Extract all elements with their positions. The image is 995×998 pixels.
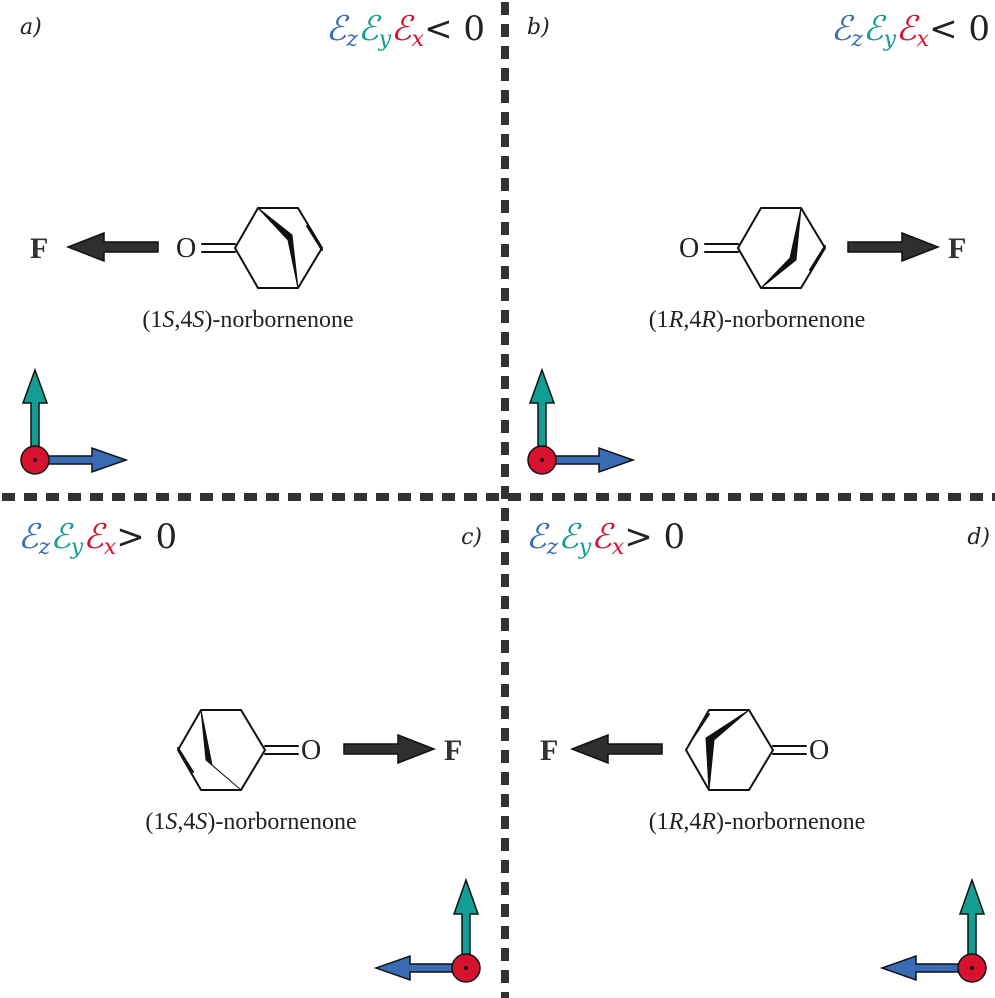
bridge-wedge — [200, 709, 242, 791]
axis-triad — [527, 367, 636, 475]
molecule-name: (1R,4R)-norbornenone — [649, 809, 866, 835]
axis-triad — [20, 367, 129, 475]
y-axis-arrow — [958, 877, 986, 964]
y-axis-arrow — [528, 367, 556, 456]
force-arrow — [847, 231, 941, 263]
panel-c: ℰzℰyℰx> 0 c) O F (1S,4S)-norbornenone — [18, 517, 482, 983]
condition-label: ℰzℰyℰx> 0 — [526, 517, 685, 560]
force-arrow — [343, 733, 437, 765]
panel-b: b) ℰzℰyℰx< 0 O F (1R,4R)-norbornenone — [527, 9, 990, 475]
y-axis-arrow — [452, 877, 480, 964]
panel-label: b) — [527, 15, 550, 40]
oxygen-atom: O — [809, 735, 829, 766]
condition-label: ℰzℰyℰx< 0 — [831, 9, 990, 52]
y-axis-arrow — [21, 367, 49, 456]
force-label: F — [948, 232, 966, 265]
panel-label: a) — [20, 15, 42, 40]
panel-d: ℰzℰyℰx> 0 d) F O (1R,4R)-norbornenone — [526, 517, 990, 983]
bridge-wedge — [760, 207, 802, 289]
force-arrow — [65, 231, 159, 263]
oxygen-atom: O — [679, 233, 699, 264]
condition-label: ℰzℰyℰx> 0 — [18, 517, 177, 560]
x-axis-arrow — [879, 954, 964, 982]
x-axis-arrow — [39, 446, 129, 474]
norbornenone-structure — [685, 709, 807, 791]
panel-label: d) — [967, 525, 990, 550]
molecule-name: (1S,4S)-norbornenone — [142, 307, 353, 333]
molecule-name: (1S,4S)-norbornenone — [145, 809, 356, 835]
panel-a: a) ℰzℰyℰx< 0 F O (1S,4S)-norbornenone — [20, 9, 485, 475]
norbornenone-structure — [201, 207, 323, 289]
force-label: F — [540, 734, 558, 767]
axis-triad — [879, 877, 987, 983]
panel-label: c) — [461, 525, 482, 550]
force-label: F — [444, 734, 462, 767]
molecule-name: (1R,4R)-norbornenone — [649, 307, 866, 333]
bridge-wedge — [705, 709, 750, 791]
force-label: F — [30, 232, 48, 265]
force-arrow — [569, 733, 663, 765]
bridge-wedge — [257, 207, 299, 289]
x-axis-arrow — [373, 954, 458, 982]
condition-label: ℰzℰyℰx< 0 — [326, 9, 485, 52]
norbornenone-structure — [177, 709, 299, 791]
oxygen-atom: O — [176, 233, 196, 264]
axis-triad — [373, 877, 481, 983]
norbornenone-structure — [704, 207, 826, 289]
oxygen-atom: O — [301, 735, 321, 766]
x-axis-arrow — [546, 446, 636, 474]
